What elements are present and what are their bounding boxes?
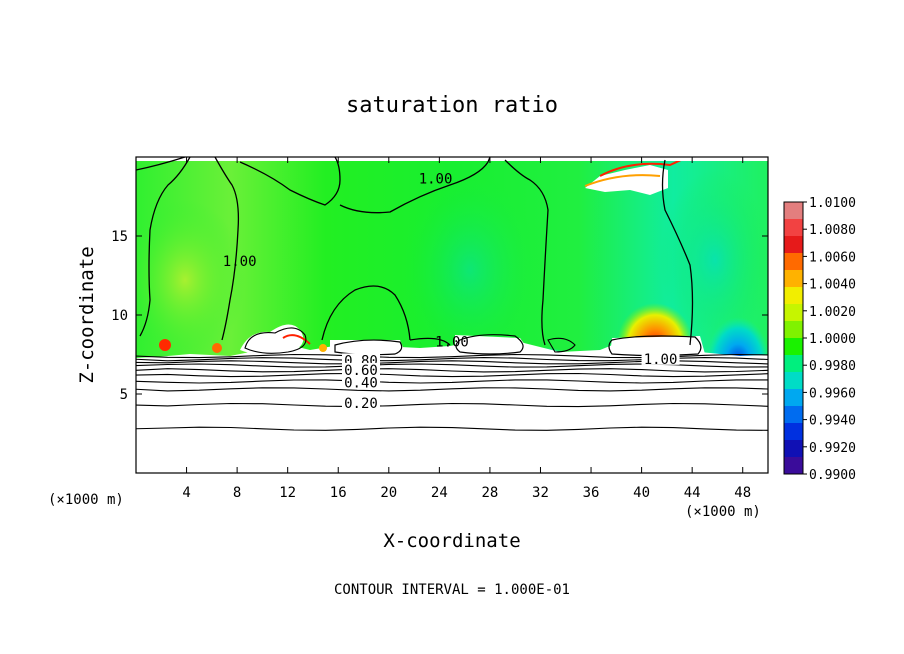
colorbar-swatch [784, 219, 803, 237]
plot-area [136, 157, 768, 473]
cool-zone-mid [400, 170, 540, 370]
x-axis-label: X-coordinate [383, 530, 520, 552]
colorbar-swatch [784, 304, 803, 322]
colorbar-label: 0.9940 [809, 414, 856, 429]
colorbar-label: 0.9900 [809, 468, 856, 483]
x-axis-ticks: 4 8 12 16 20 24 28 32 36 40 44 48 [182, 157, 751, 501]
top-orange-fringe [584, 174, 661, 187]
contour-line [136, 368, 768, 373]
contour-line [136, 426, 768, 431]
x-tick-label: 28 [481, 485, 498, 501]
y-tick-label: 5 [120, 387, 128, 403]
x-tick-label: 8 [233, 485, 241, 501]
chart-title: saturation ratio [346, 93, 558, 118]
contour-1.00-f [661, 159, 694, 346]
y-axis-ticks: 5 10 15 [111, 229, 768, 403]
colorbar: 1.0100 1.0080 1.0060 1.0040 1.0020 1.0000 0.99… [783, 196, 856, 483]
colorbar-swatch [784, 236, 803, 254]
contour-label: 0.60 [344, 363, 378, 379]
red-blob-2 [212, 343, 222, 353]
colorbar-label: 0.9920 [809, 441, 856, 456]
x-tick-label: 32 [532, 485, 549, 501]
contour-line [136, 379, 768, 384]
cloud-patch-1 [240, 324, 304, 355]
x-tick-label: 4 [182, 485, 190, 501]
red-blob-1 [159, 339, 171, 351]
cloud-patch-2 [455, 335, 530, 354]
contour-label: 0.20 [344, 396, 378, 412]
contour-label-bg [341, 362, 380, 376]
warm-zone-left [136, 200, 245, 360]
x-tick-label: 48 [734, 485, 751, 501]
contour-line [136, 402, 768, 408]
cloud-outline-5 [547, 337, 576, 353]
colorbar-label: 1.0020 [809, 305, 856, 320]
contour-label-bg [341, 396, 380, 410]
contour-1.00-e [504, 159, 549, 346]
colorbar-swatch [784, 423, 803, 441]
contour-label: 1.00 [223, 254, 257, 270]
contour-1.00-d [339, 157, 491, 214]
top-white-patch [585, 165, 668, 195]
red-blob-3 [319, 344, 327, 352]
cloud-outline-4 [244, 327, 307, 354]
contour-1.00-c [239, 157, 341, 206]
colorbar-label: 1.0040 [809, 278, 856, 293]
contour-label-bg [341, 375, 380, 389]
x-tick-label: 44 [684, 485, 701, 501]
x-unit-left: (×1000 m) [48, 492, 124, 508]
colorbar-swatch [784, 202, 803, 220]
y-tick-label: 15 [111, 229, 128, 245]
contour-label: 1.00 [644, 352, 678, 368]
x-unit-right: (×1000 m) [685, 504, 761, 520]
colorbar-swatch [784, 321, 803, 339]
x-tick-label: 40 [633, 485, 650, 501]
colorbar-label: 1.0080 [809, 223, 856, 238]
cloud-patch-4 [330, 340, 405, 354]
colorbar-label: 1.0000 [809, 332, 856, 347]
y-tick-label: 10 [111, 308, 128, 324]
colorbar-swatch [784, 355, 803, 373]
y-axis-label: Z-coordinate [76, 246, 98, 383]
colorbar-swatch [784, 389, 803, 407]
colorbar-swatch [784, 406, 803, 424]
contour-label: 0.40 [344, 376, 378, 392]
red-streak [282, 334, 311, 345]
colorbar-swatch [784, 287, 803, 305]
contour-1.00-h [409, 337, 451, 346]
contour-1.00-g [321, 285, 411, 341]
contour-line [136, 387, 768, 392]
colorbar-swatch [784, 270, 803, 288]
contour-label: 1.00 [419, 172, 453, 188]
contour-label-bg [641, 351, 680, 365]
colorbar-label: 1.0100 [809, 196, 856, 211]
cloud-outline-1 [455, 334, 524, 355]
colorbar-label: 0.9980 [809, 359, 856, 374]
colorbar-label: 0.9960 [809, 386, 856, 401]
colorbar-swatch [784, 253, 803, 271]
cloud-patch-3 [610, 336, 705, 355]
contour-1.00-b [214, 157, 240, 341]
x-tick-label: 24 [431, 485, 448, 501]
contour-interval-note: CONTOUR INTERVAL = 1.000E-01 [334, 582, 570, 598]
colorbar-swatch [784, 338, 803, 356]
colorbar-swatch [784, 440, 803, 458]
x-tick-label: 16 [330, 485, 347, 501]
x-tick-label: 12 [279, 485, 296, 501]
contour-labels: 1.001.001.001.000.800.600.400.20 [223, 172, 680, 412]
colorbar-label: 1.0060 [809, 250, 856, 265]
contour-label: 1.00 [435, 334, 469, 350]
contour-line [136, 372, 768, 378]
colorbar-swatch [784, 372, 803, 390]
top-strip [136, 157, 768, 161]
lower-region [136, 340, 768, 473]
x-tick-label: 36 [583, 485, 600, 501]
contour-1.00-a [136, 157, 191, 337]
colorbar-swatch [784, 457, 803, 475]
cloud-outline-2 [608, 335, 702, 357]
x-tick-label: 20 [380, 485, 397, 501]
